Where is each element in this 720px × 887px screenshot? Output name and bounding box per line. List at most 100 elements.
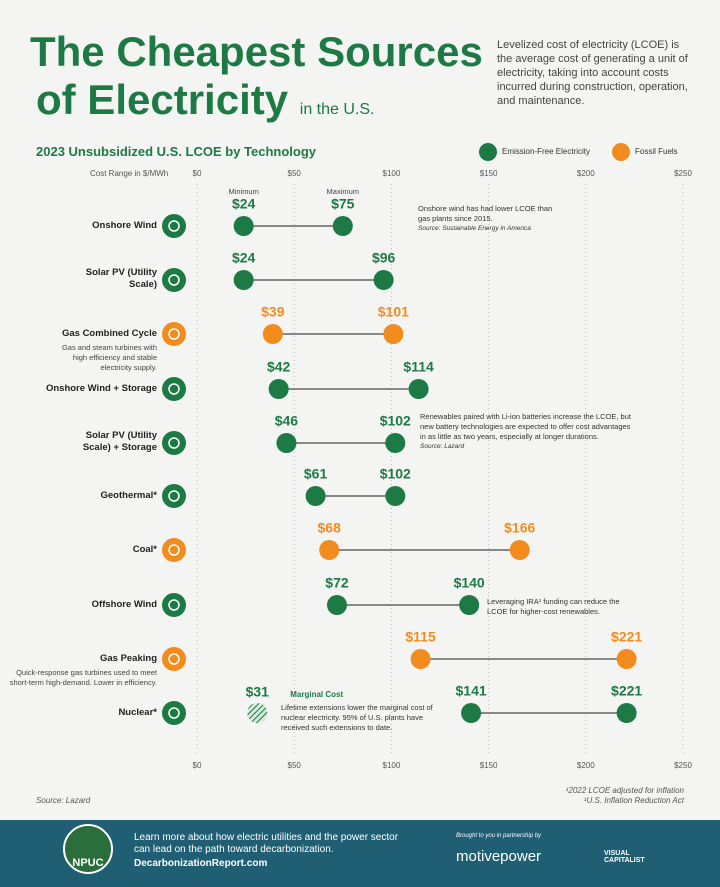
title-suffix: in the U.S.: [299, 101, 375, 118]
x-tick-label: $0: [193, 169, 202, 178]
value-label: $75: [331, 196, 355, 212]
category-label: Gas Peaking: [99, 653, 157, 664]
category-icon-inner: [168, 437, 180, 449]
value-label: $141: [456, 683, 487, 699]
dot: [509, 540, 530, 560]
category-icon-inner: [168, 328, 180, 340]
category-icon: [162, 484, 186, 508]
footer-band: [0, 820, 720, 887]
dot: [385, 433, 406, 453]
category-label: Coal*: [132, 544, 157, 555]
value-label: $68: [318, 520, 342, 536]
x-tick-label: $200: [577, 761, 595, 770]
x-tick-label: $0: [193, 761, 202, 770]
category-note: Quick-response gas turbines used to meet…: [9, 668, 157, 687]
category-icon: [162, 701, 186, 725]
x-axis-label: Cost Range in $/MWh: [90, 169, 169, 178]
category-label: Nuclear*: [118, 707, 157, 718]
annotation-source: Source: Sustainable Energy in America: [418, 225, 531, 232]
x-tick-label: $100: [383, 761, 401, 770]
npuc-label: NPUC: [72, 857, 104, 869]
category-icon: [162, 593, 186, 617]
value-label: $72: [325, 575, 349, 591]
dot: [616, 703, 637, 723]
category-icon: [162, 647, 186, 671]
value-label: $101: [378, 304, 409, 320]
x-tick-label: $50: [288, 761, 302, 770]
x-tick-label: $250: [674, 169, 692, 178]
category-label: Solar PV (Utility Scale) + Storage: [82, 430, 157, 453]
category-label: Solar PV (Utility Scale): [85, 267, 157, 290]
dot: [461, 703, 482, 723]
dot: [616, 649, 637, 669]
x-tick-label: $100: [383, 169, 401, 178]
partner-label: Brought to you in partnership by: [456, 833, 542, 839]
footnote: ¹U.S. Inflation Reduction Act: [583, 796, 684, 805]
value-label: $42: [267, 359, 291, 375]
title-line2-text: of Electricity: [36, 76, 289, 123]
category-icon: [162, 268, 186, 292]
dot: [326, 595, 347, 615]
value-label: $102: [380, 466, 411, 482]
title-line2: of Electricity in the U.S.: [36, 76, 374, 124]
dot: [233, 216, 254, 236]
category-icon-inner: [168, 220, 180, 232]
series-name: Minimum: [228, 187, 258, 196]
footer-link[interactable]: DecarbonizationReport.com: [134, 858, 268, 869]
partner-logo: VISUAL CAPITALIST: [604, 850, 645, 864]
annotation: Leveraging IRA¹ funding can reduce the L…: [487, 597, 620, 616]
legend-marker: [612, 143, 630, 161]
x-tick-label: $150: [480, 761, 498, 770]
intro: Levelized cost of electricity (LCOE) is …: [497, 39, 688, 107]
value-label: $221: [611, 629, 642, 645]
category-icon: [162, 538, 186, 562]
category-label: Geothermal*: [100, 490, 158, 501]
marginal-dot: [247, 703, 268, 723]
annotation: Onshore wind has had lower LCOE than gas…: [418, 204, 558, 234]
category-label: Offshore Wind: [91, 599, 157, 610]
category-icon: [162, 431, 186, 455]
category-label: Onshore Wind: [92, 220, 157, 231]
dot: [276, 433, 297, 453]
legend-marker: [479, 143, 497, 161]
category-icon: [162, 377, 186, 401]
annotation: Renewables paired with Li-ion batteries …: [420, 412, 631, 450]
annotation-source: Source: Lazard: [420, 443, 465, 450]
dot: [410, 649, 431, 669]
legend-label: Fossil Fuels: [635, 147, 678, 156]
value-label: $24: [232, 250, 256, 266]
footer-text: Learn more about how electric utilities …: [134, 832, 399, 855]
value-label: $221: [611, 683, 642, 699]
npuc-logo: [63, 824, 113, 874]
dot: [408, 379, 429, 399]
value-label: $31: [246, 684, 270, 700]
category-icon-inner: [168, 544, 180, 556]
category-icon-inner: [168, 707, 180, 719]
value-label: $61: [304, 466, 328, 482]
category-icon-inner: [168, 490, 180, 502]
category-icon-inner: [168, 653, 180, 665]
series-name: Maximum: [327, 187, 360, 196]
category-icon: [162, 322, 186, 346]
title-line1: The Cheapest Sources: [30, 28, 483, 75]
source: Source: Lazard: [36, 796, 91, 805]
category-label: Onshore Wind + Storage: [45, 383, 157, 394]
x-tick-label: $250: [674, 761, 692, 770]
value-label: $46: [275, 413, 299, 429]
category-note: Gas and steam turbines with high efficie…: [61, 343, 157, 372]
dot: [459, 595, 480, 615]
value-label: $24: [232, 196, 256, 212]
x-tick-label: $50: [288, 169, 302, 178]
category-icon: [162, 214, 186, 238]
dot: [373, 270, 394, 290]
category-label: Gas Combined Cycle: [61, 328, 157, 339]
dot: [332, 216, 353, 236]
legend-label: Emission-Free Electricity: [502, 147, 590, 156]
x-tick-label: $150: [480, 169, 498, 178]
value-label: $114: [403, 359, 434, 375]
value-label: $96: [372, 250, 396, 266]
dot: [385, 486, 406, 506]
dot: [305, 486, 326, 506]
